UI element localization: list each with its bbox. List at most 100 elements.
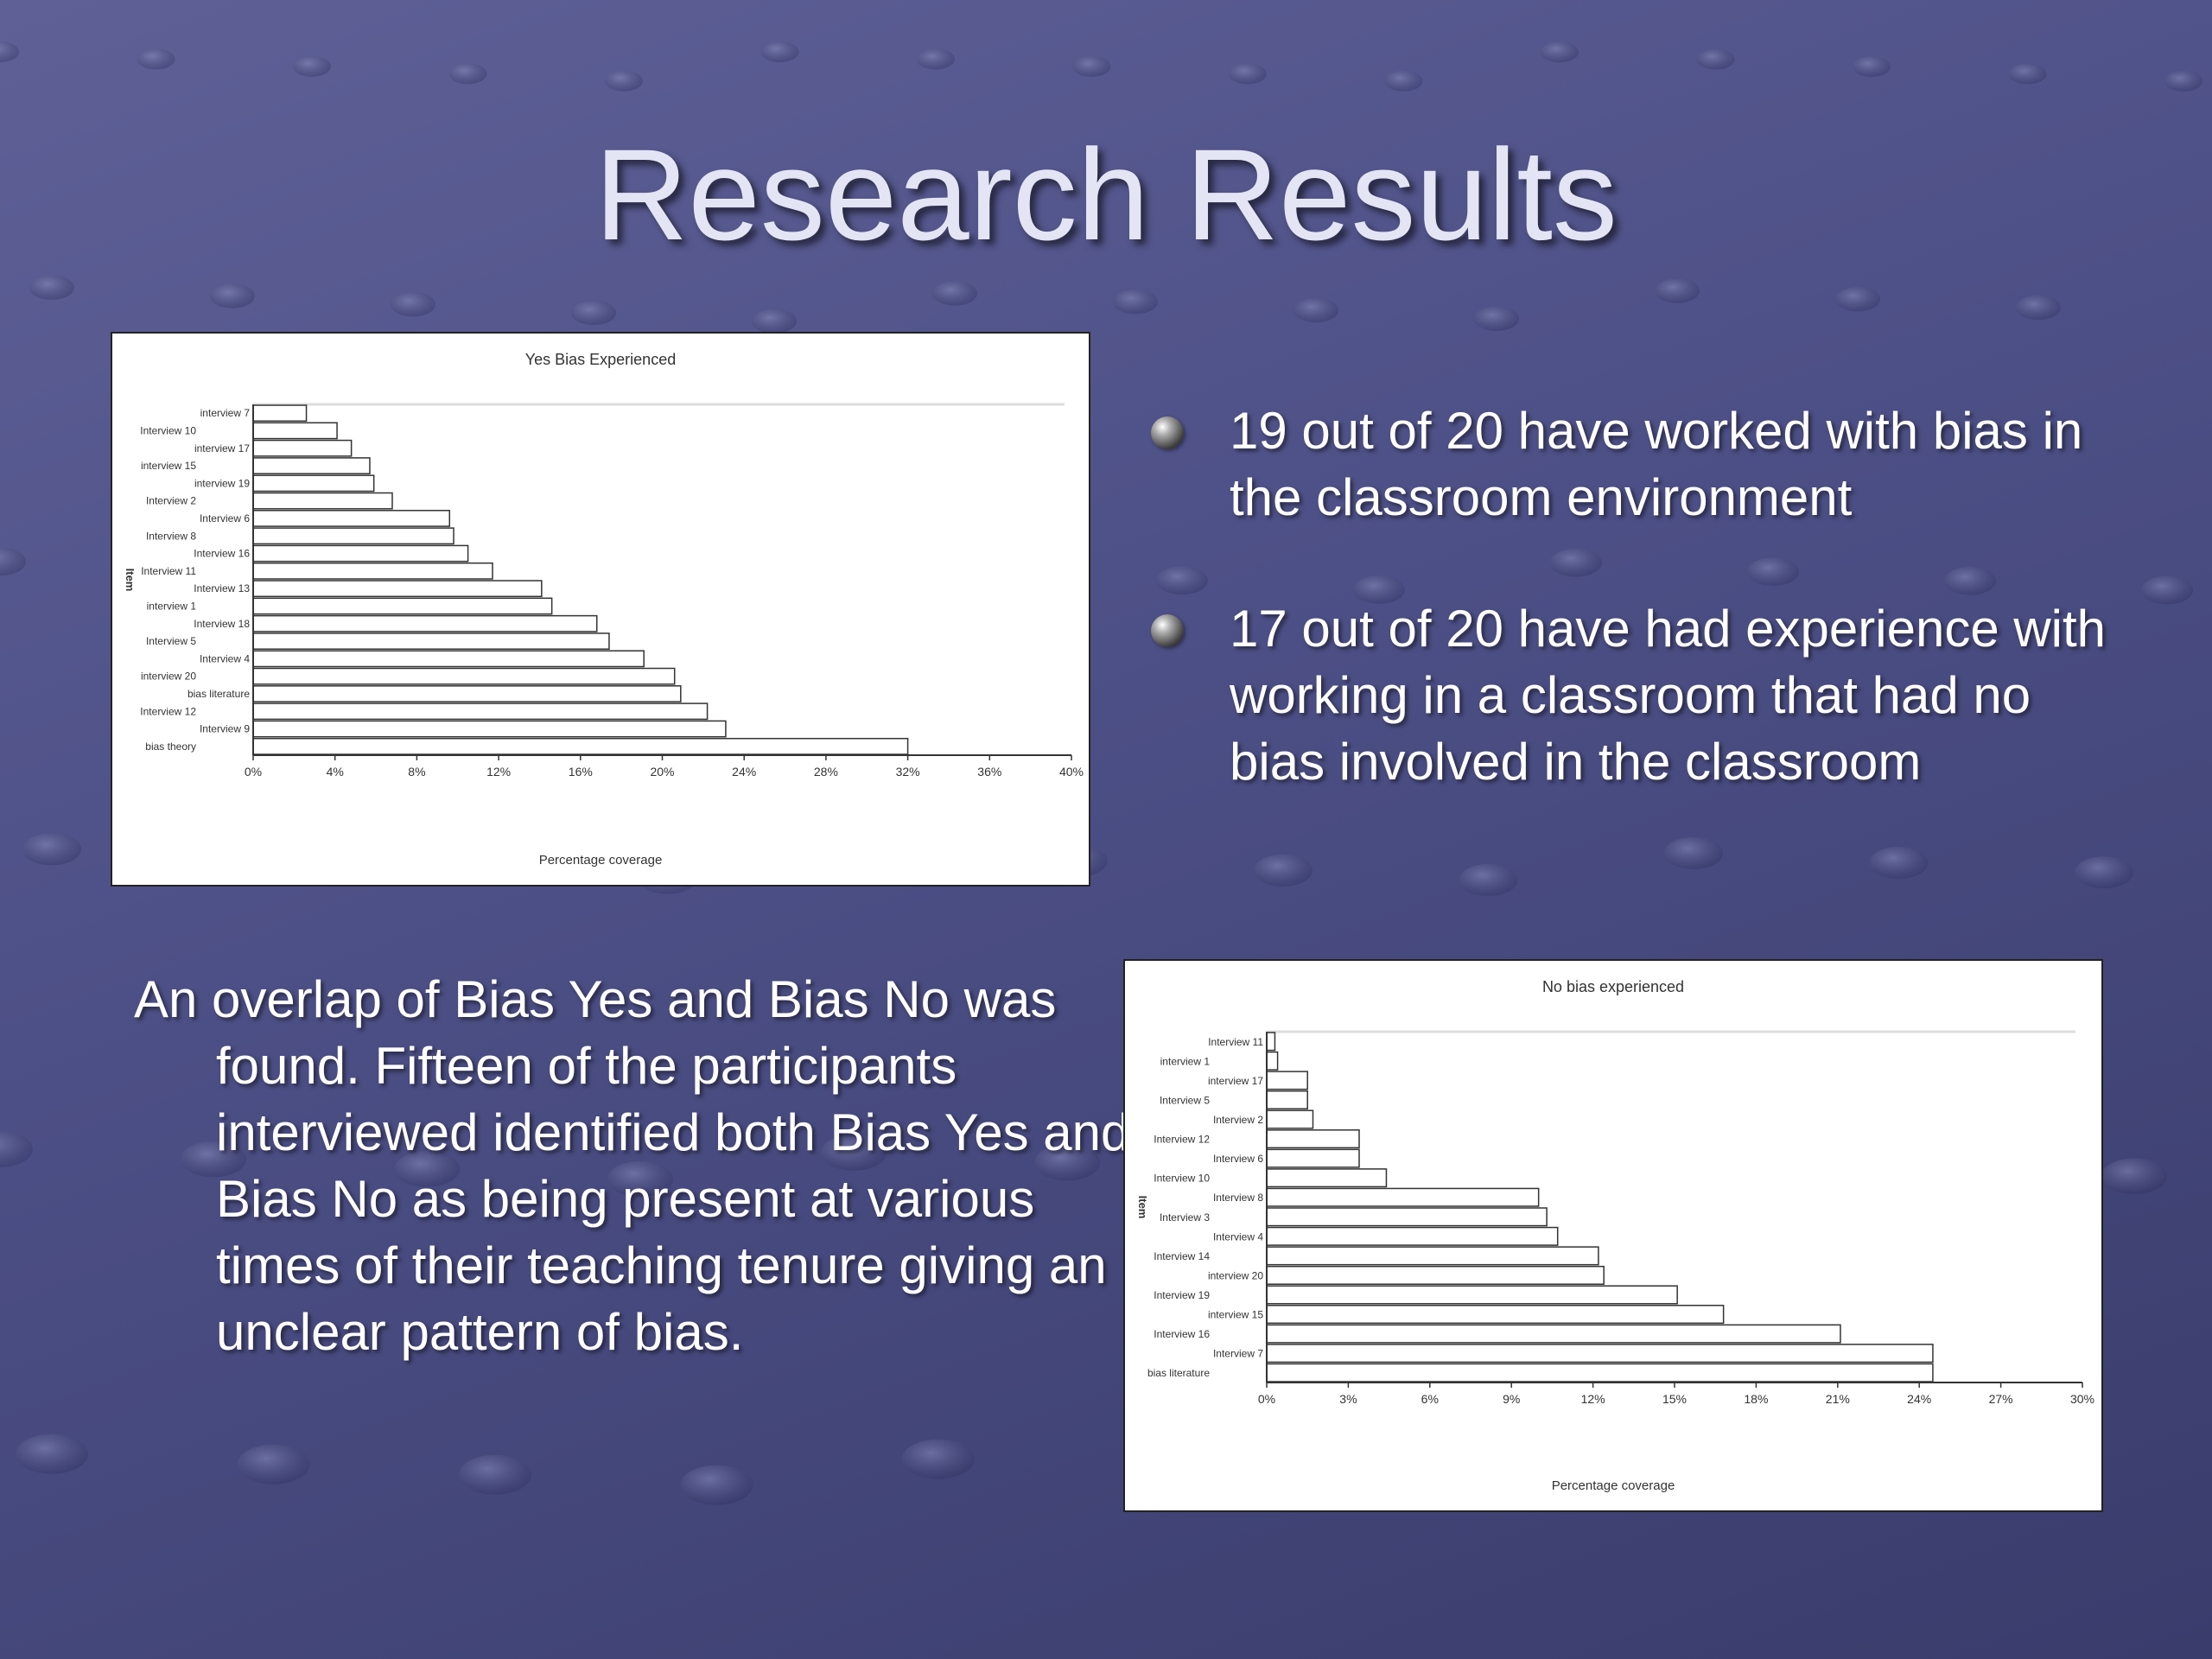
background-dot <box>181 1141 246 1178</box>
x-tick-label: 30% <box>2070 1392 2094 1406</box>
background-dot <box>902 1439 975 1479</box>
category-label: Interview 6 <box>1213 1153 1263 1165</box>
category-label: interview 17 <box>1208 1075 1263 1087</box>
bar <box>252 580 543 598</box>
x-tick-label: 4% <box>327 765 344 779</box>
x-tick-label: 24% <box>1907 1392 1931 1406</box>
category-label: Interview 7 <box>1213 1348 1263 1360</box>
bar <box>252 457 371 474</box>
background-dot <box>237 1444 310 1484</box>
x-tick-label: 40% <box>1059 765 1084 779</box>
background-dot <box>1944 567 1996 595</box>
category-label: Interview 18 <box>194 618 250 630</box>
bar <box>252 720 727 738</box>
background-dot <box>1254 854 1313 887</box>
background-dot <box>1384 70 1423 92</box>
category-label: Interview 12 <box>140 705 196 717</box>
bar <box>1266 1109 1314 1129</box>
background-dot <box>29 275 74 300</box>
category-label: Interview 9 <box>200 723 250 735</box>
slide-title: Research Results <box>594 122 1618 267</box>
bar <box>252 685 682 702</box>
background-dot <box>1747 557 1799 587</box>
x-axis-label: Percentage coverage <box>1552 1478 1675 1493</box>
background-dot <box>2141 575 2193 605</box>
background-dot <box>16 1433 88 1474</box>
y-axis-label: Item <box>124 569 137 592</box>
x-tick-label: 0% <box>1258 1392 1275 1406</box>
category-label: interview 20 <box>1208 1269 1263 1281</box>
x-tick-label: 28% <box>814 765 838 779</box>
x-tick-label: 12% <box>486 765 511 779</box>
background-dot <box>1550 548 1602 577</box>
category-label: interview 1 <box>1160 1055 1211 1067</box>
category-label: Interview 5 <box>1160 1094 1210 1106</box>
bar <box>1266 1246 1599 1266</box>
y-axis-label: Item <box>1136 1196 1149 1219</box>
background-dot <box>1696 48 1735 70</box>
yes-bias-chart: Yes Bias Experienced interview 7 Interview… <box>111 332 1090 887</box>
x-tick-label: 16% <box>569 765 593 779</box>
bar <box>252 702 709 721</box>
background-dot <box>2016 295 2061 321</box>
background-dot <box>1294 297 1338 323</box>
x-tick-label: 36% <box>977 765 1001 779</box>
background-dot <box>607 1160 673 1198</box>
background-dot <box>1853 56 1891 78</box>
bar <box>252 527 454 545</box>
bar <box>1266 1032 1276 1052</box>
x-tick-label: 32% <box>896 765 920 779</box>
bar <box>1266 1324 1841 1344</box>
category-label: Interview 8 <box>1213 1192 1263 1204</box>
category-label: Interview 12 <box>1154 1134 1210 1146</box>
background-dot <box>22 833 81 866</box>
background-dot <box>2164 70 2202 92</box>
bar <box>252 597 553 615</box>
x-tick-label: 9% <box>1503 1392 1520 1406</box>
background-dot <box>1655 278 1700 303</box>
bar <box>252 510 451 527</box>
bar <box>1266 1168 1388 1188</box>
background-dot <box>394 1151 460 1187</box>
background-dot <box>680 1465 753 1505</box>
category-label: Interview 16 <box>1154 1328 1210 1340</box>
background-dot <box>932 281 977 306</box>
background-dot <box>448 63 487 85</box>
background-dot <box>1072 55 1111 77</box>
category-label: Interview 4 <box>200 652 250 664</box>
x-axis-label: Percentage coverage <box>539 853 663 868</box>
bar <box>252 404 308 423</box>
category-label: Interview 2 <box>1213 1114 1263 1126</box>
bullet-list: 19 out of 20 have worked with bias in th… <box>1149 397 2126 860</box>
bar <box>252 614 598 632</box>
background-dot <box>1113 289 1158 315</box>
bar <box>1266 1285 1678 1305</box>
category-label: Interview 5 <box>146 635 196 647</box>
category-label: Interview 3 <box>1160 1211 1210 1224</box>
category-label: interview 1 <box>147 601 197 613</box>
background-dot <box>2075 856 2133 889</box>
background-dot <box>1459 863 1518 896</box>
bar <box>252 544 469 563</box>
background-dot <box>2101 1158 2167 1195</box>
category-label: interview 17 <box>194 442 250 454</box>
bar <box>1266 1265 1605 1285</box>
background-dot <box>1835 287 1880 312</box>
category-label: interview 20 <box>141 671 196 683</box>
category-label: Interview 10 <box>140 425 196 437</box>
background-dot <box>1869 846 1929 880</box>
bar <box>1266 1305 1725 1325</box>
background-dot <box>0 1131 33 1167</box>
background-dot <box>917 48 955 70</box>
bar <box>1266 1226 1559 1246</box>
background-dot <box>2008 63 2047 85</box>
category-label: interview 19 <box>194 477 250 489</box>
background-dot <box>571 300 616 326</box>
background-dot <box>821 1135 887 1171</box>
x-tick-label: 0% <box>245 765 262 779</box>
bar <box>252 667 676 685</box>
bar <box>1266 1129 1360 1149</box>
x-tick-label: 15% <box>1662 1392 1687 1406</box>
x-tick-label: 27% <box>1989 1392 2013 1406</box>
category-label: interview 15 <box>1208 1309 1263 1321</box>
